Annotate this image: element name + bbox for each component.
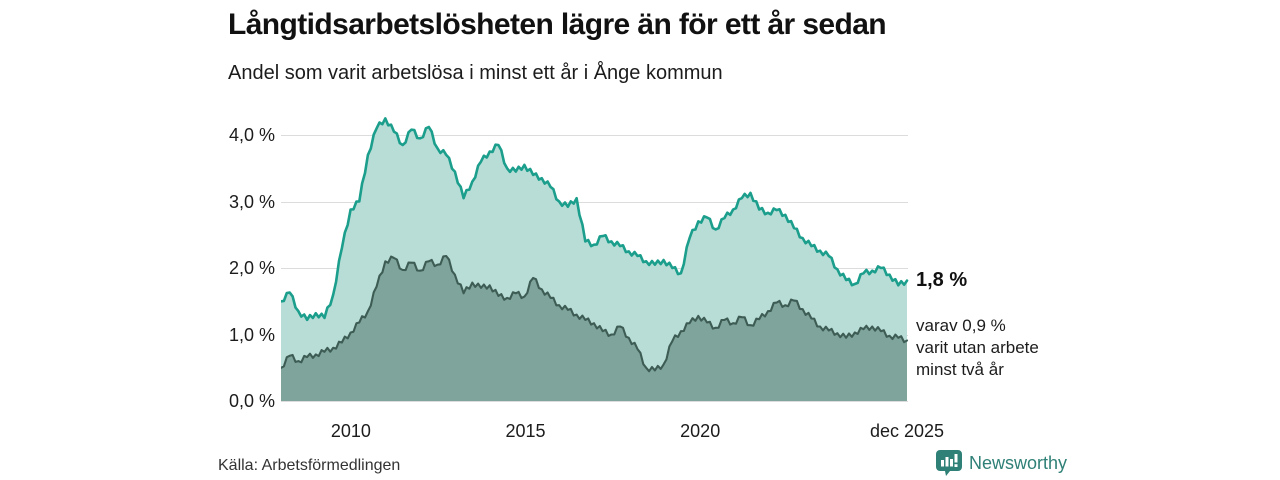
newsworthy-logo-icon: [936, 450, 962, 476]
annotation-secondary-line: varit utan arbete: [916, 338, 1039, 357]
y-tick-label: 0,0 %: [228, 391, 275, 411]
series-line-1: [281, 254, 909, 373]
series-line-0: [281, 117, 909, 322]
y-tick-label: 4,0 %: [228, 125, 275, 145]
chart-title: Långtidsarbetslösheten lägre än för ett …: [228, 8, 887, 41]
annotation-secondary: varav 0,9 % varit utan arbete minst två år: [916, 315, 1039, 381]
annotation-latest-value: 1,8 %: [916, 269, 968, 291]
chart-subtitle: Andel som varit arbetslösa i minst ett å…: [228, 62, 723, 84]
area-chart: [281, 117, 909, 402]
source-caption: Källa: Arbetsförmedlingen: [218, 457, 401, 474]
y-tick-label: 1,0 %: [228, 324, 275, 345]
gridline: [281, 135, 908, 136]
newsworthy-brand[interactable]: Newsworthy: [936, 449, 1067, 477]
annotation-secondary-line: varav 0,9 %: [916, 316, 1006, 335]
series-area-1: [281, 256, 907, 401]
y-tick-label: 2,0 %: [228, 258, 275, 278]
x-tick-label: 2015: [505, 421, 546, 441]
y-tick-label: 3,0 %: [228, 191, 275, 212]
x-tick-label: dec 2025: [869, 421, 945, 441]
x-tick-label: 2020: [680, 421, 721, 441]
gridline: [281, 401, 908, 402]
gridline: [281, 201, 908, 203]
brand-name: Newsworthy: [969, 452, 1068, 473]
x-tick-label: 2010: [330, 421, 371, 441]
annotation-secondary-line: minst två år: [916, 360, 1004, 379]
